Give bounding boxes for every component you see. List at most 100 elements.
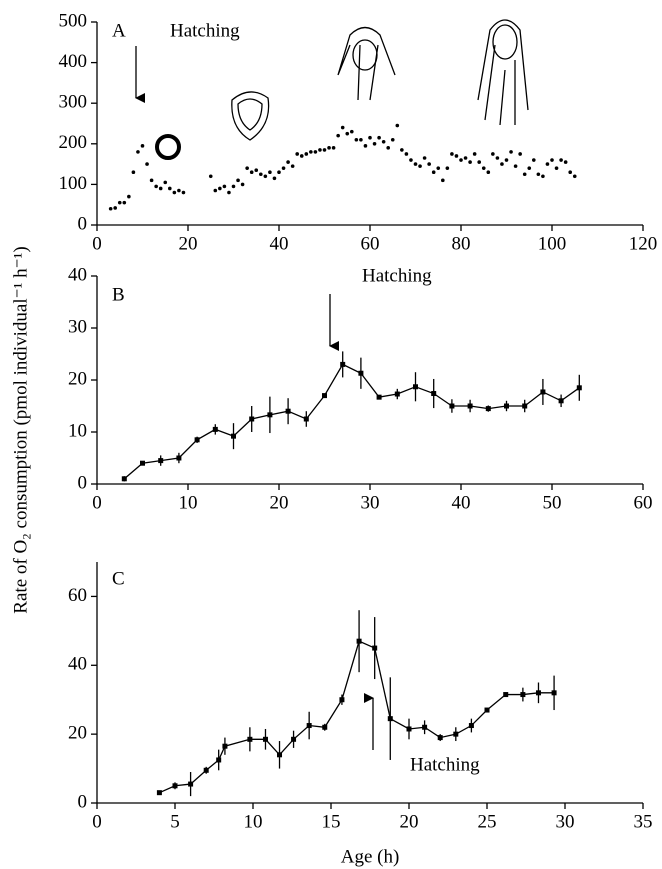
data-point bbox=[413, 384, 418, 390]
y-tick-label: 40 bbox=[68, 654, 87, 675]
data-line bbox=[123, 363, 580, 480]
x-tick-label: 100 bbox=[538, 233, 567, 254]
data-point bbox=[291, 736, 297, 742]
y-axis-label: Rate of O₂ consumption (pmol individual⁻… bbox=[10, 246, 31, 613]
data-point bbox=[404, 152, 409, 156]
panel-label: C bbox=[112, 568, 125, 589]
data-point bbox=[156, 790, 162, 796]
data-point bbox=[550, 158, 554, 162]
data-point bbox=[372, 142, 377, 146]
y-tick-label: 30 bbox=[68, 316, 87, 337]
data-point bbox=[345, 131, 350, 136]
data-point bbox=[454, 154, 459, 158]
data-point bbox=[527, 166, 532, 170]
data-point bbox=[259, 172, 263, 177]
data-point bbox=[558, 398, 564, 404]
y-tick-label: 400 bbox=[59, 51, 88, 72]
data-point bbox=[208, 174, 213, 179]
data-point bbox=[445, 166, 450, 170]
data-point bbox=[272, 176, 277, 181]
data-point bbox=[322, 148, 327, 152]
data-point bbox=[154, 184, 158, 189]
data-point bbox=[254, 168, 259, 172]
data-point bbox=[313, 150, 318, 154]
data-point bbox=[422, 156, 427, 160]
data-point bbox=[568, 170, 572, 175]
data-point bbox=[306, 723, 312, 729]
data-point bbox=[172, 190, 177, 195]
x-tick-label: 25 bbox=[478, 811, 497, 832]
data-point bbox=[340, 125, 345, 130]
data-point bbox=[394, 391, 400, 397]
data-point bbox=[576, 385, 582, 391]
data-point bbox=[140, 460, 145, 466]
y-tick-label: 40 bbox=[68, 264, 87, 285]
data-point bbox=[436, 166, 441, 170]
data-point bbox=[322, 393, 327, 399]
data-point bbox=[262, 736, 268, 742]
data-point bbox=[249, 416, 255, 422]
data-point bbox=[554, 166, 559, 170]
data-point bbox=[377, 135, 381, 140]
y-tick-label: 60 bbox=[68, 585, 87, 606]
data-point bbox=[117, 200, 122, 205]
data-point bbox=[303, 416, 309, 422]
data-point bbox=[247, 736, 253, 742]
data-point bbox=[437, 735, 443, 741]
data-point bbox=[158, 186, 163, 191]
data-point bbox=[350, 129, 354, 134]
data-point bbox=[136, 150, 140, 154]
data-point bbox=[368, 135, 372, 140]
data-point bbox=[222, 184, 227, 189]
data-point bbox=[299, 154, 304, 158]
data-point bbox=[372, 645, 378, 651]
data-point bbox=[535, 690, 541, 696]
data-point bbox=[131, 170, 136, 175]
data-point bbox=[188, 781, 194, 787]
data-point bbox=[459, 158, 463, 162]
y-tick-label: 0 bbox=[78, 213, 88, 234]
y-tick-label: 300 bbox=[59, 92, 88, 113]
x-tick-label: 50 bbox=[543, 492, 562, 513]
y-tick-label: 10 bbox=[68, 420, 87, 441]
data-point bbox=[318, 148, 322, 152]
data-point bbox=[285, 408, 291, 414]
data-point bbox=[536, 172, 541, 177]
y-tick-label: 0 bbox=[78, 472, 88, 493]
data-point bbox=[331, 146, 336, 150]
x-tick-label: 15 bbox=[322, 811, 341, 832]
data-point bbox=[363, 144, 368, 148]
data-point bbox=[387, 716, 393, 722]
data-point bbox=[450, 152, 454, 156]
x-tick-label: 35 bbox=[634, 811, 653, 832]
data-point bbox=[409, 158, 413, 162]
x-tick-label: 60 bbox=[361, 233, 380, 254]
data-point bbox=[504, 403, 509, 409]
data-point bbox=[520, 692, 526, 698]
data-point bbox=[545, 162, 550, 166]
data-point bbox=[354, 137, 359, 142]
data-point bbox=[267, 412, 273, 418]
panel-label: A bbox=[112, 20, 126, 41]
data-point bbox=[222, 743, 228, 749]
data-point bbox=[509, 150, 513, 154]
y-tick-label: 0 bbox=[78, 791, 88, 812]
x-tick-label: 20 bbox=[179, 233, 198, 254]
data-point bbox=[413, 162, 418, 166]
data-point bbox=[203, 767, 209, 773]
data-point bbox=[181, 190, 186, 195]
data-point bbox=[149, 178, 154, 183]
data-point bbox=[522, 172, 527, 177]
data-point bbox=[453, 731, 459, 737]
annotation: Hatching bbox=[170, 20, 240, 41]
y-tick-label: 500 bbox=[59, 10, 88, 31]
data-point bbox=[231, 433, 236, 439]
data-point bbox=[245, 166, 249, 170]
x-tick-label: 30 bbox=[556, 811, 575, 832]
data-point bbox=[513, 164, 518, 168]
data-point bbox=[484, 707, 490, 713]
data-point bbox=[431, 391, 437, 397]
data-point bbox=[140, 144, 145, 148]
embryo-drawings bbox=[155, 19, 529, 160]
